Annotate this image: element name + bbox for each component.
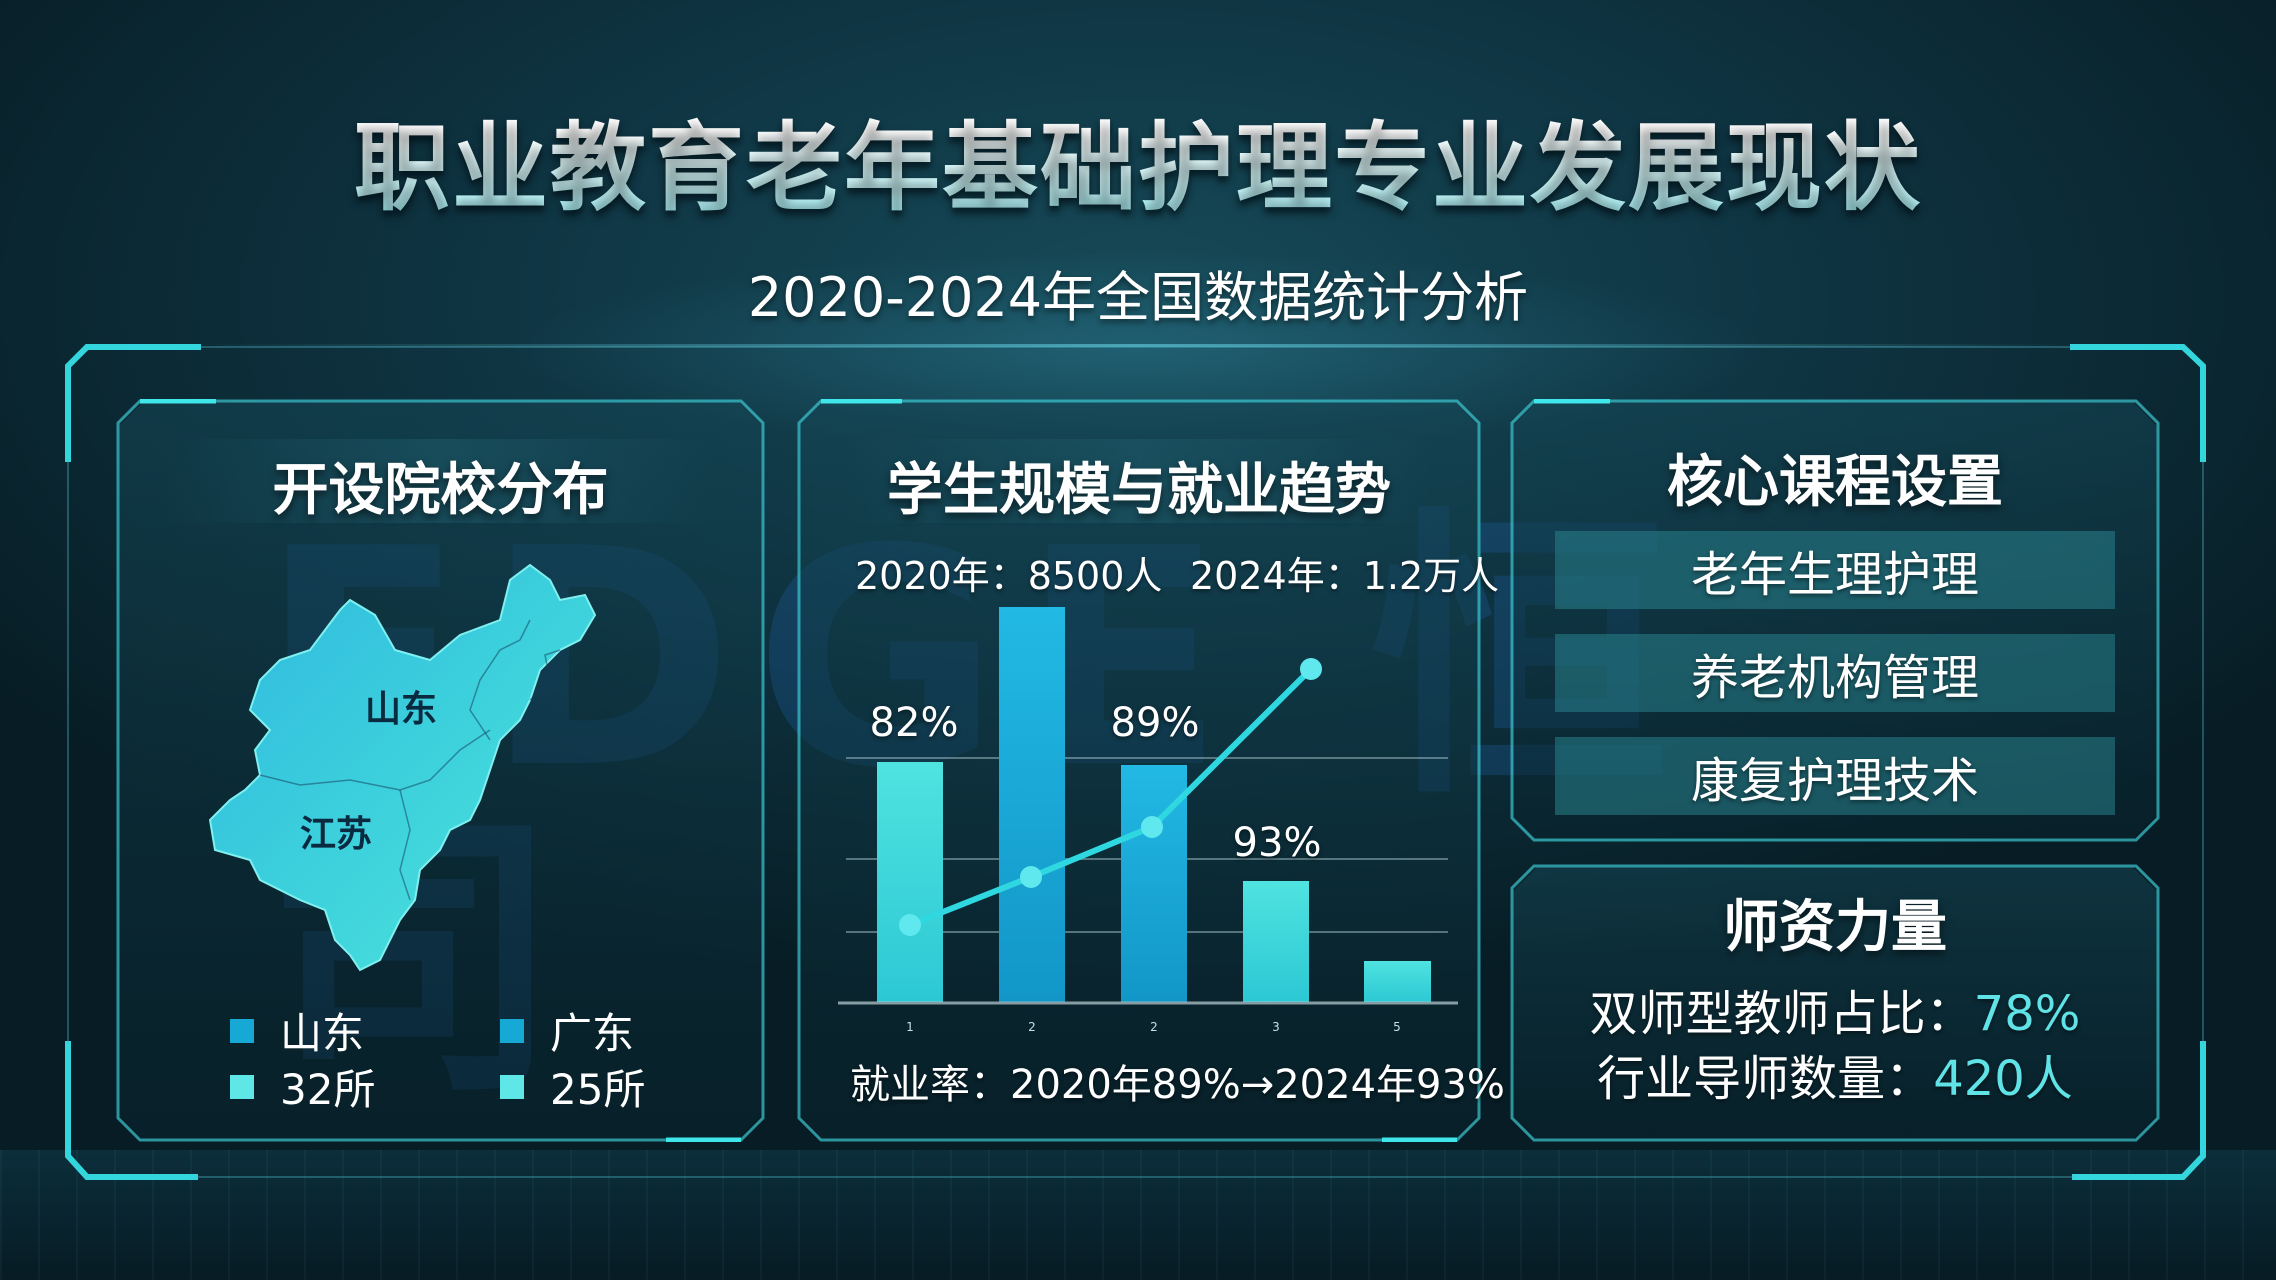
panel-background bbox=[1513, 867, 2157, 1139]
legend-item: 25所 bbox=[500, 1056, 645, 1117]
panel-faculty: 师资力量 双师型教师占比：78% 行业导师数量：420人 bbox=[1510, 864, 2160, 1142]
course-item: 老年生理护理 bbox=[1555, 531, 2115, 609]
stat-dual-teacher: 双师型教师占比：78% bbox=[1510, 974, 2160, 1044]
legend-label: 山东 bbox=[280, 1009, 365, 1058]
stat-industry-mentors: 行业导师数量：420人 bbox=[1510, 1039, 2160, 1109]
legend-item: 32所 bbox=[230, 1056, 375, 1117]
legend-item: 广东 bbox=[500, 1000, 634, 1061]
legend-swatch bbox=[500, 1074, 524, 1099]
stat-value: 78% bbox=[1973, 986, 2081, 1042]
course-item: 养老机构管理 bbox=[1555, 634, 2115, 712]
panel-border bbox=[116, 399, 765, 1142]
stat-value: 420人 bbox=[1933, 1051, 2073, 1107]
title-shadow: 职业教育老年基础护理专业发展现状 bbox=[0, 95, 2276, 234]
legend-swatch bbox=[230, 1074, 254, 1099]
page-subtitle: 2020-2024年全国数据统计分析 bbox=[747, 266, 1529, 329]
glow-line bbox=[200, 344, 2076, 347]
floor-background bbox=[0, 1150, 2276, 1280]
panel-core-courses: 核心课程设置 老年生理护理 养老机构管理 康复护理技术 bbox=[1510, 399, 2160, 842]
legend-label: 32所 bbox=[280, 1065, 376, 1114]
panel-student-trend: 学生规模与就业趋势 bbox=[797, 399, 1481, 1142]
stat-label: 行业导师数量： bbox=[1597, 1051, 1934, 1107]
map-label-shandong: 山东 bbox=[365, 689, 438, 730]
panel-title: 师资力量 bbox=[1723, 895, 1947, 960]
legend-swatch bbox=[500, 1018, 524, 1043]
panel-title: 核心课程设置 bbox=[1667, 450, 2003, 515]
panel-border bbox=[797, 399, 1481, 1142]
stat-label: 双师型教师占比： bbox=[1589, 986, 1974, 1042]
legend-label: 25所 bbox=[550, 1065, 646, 1114]
panel-title: 开设院校分布 bbox=[272, 458, 609, 523]
panel-title: 学生规模与就业趋势 bbox=[887, 458, 1391, 523]
legend-label: 广东 bbox=[550, 1009, 635, 1058]
outer-frame bbox=[65, 344, 2206, 1183]
title-band bbox=[166, 439, 715, 523]
map-label-jiangsu: 江苏 bbox=[300, 814, 373, 855]
title-band bbox=[847, 439, 1431, 523]
course-item: 康复护理技术 bbox=[1555, 737, 2115, 815]
page-title: 职业教育老年基础护理专业发展现状 bbox=[0, 90, 2276, 229]
legend-item: 山东 bbox=[230, 1000, 364, 1061]
shandong-jiangsu-map: 山东 江苏 bbox=[200, 560, 680, 984]
panel-border bbox=[1510, 864, 2160, 1142]
panel-border bbox=[1510, 399, 2160, 842]
legend-swatch bbox=[230, 1018, 254, 1043]
map-region bbox=[208, 563, 597, 972]
